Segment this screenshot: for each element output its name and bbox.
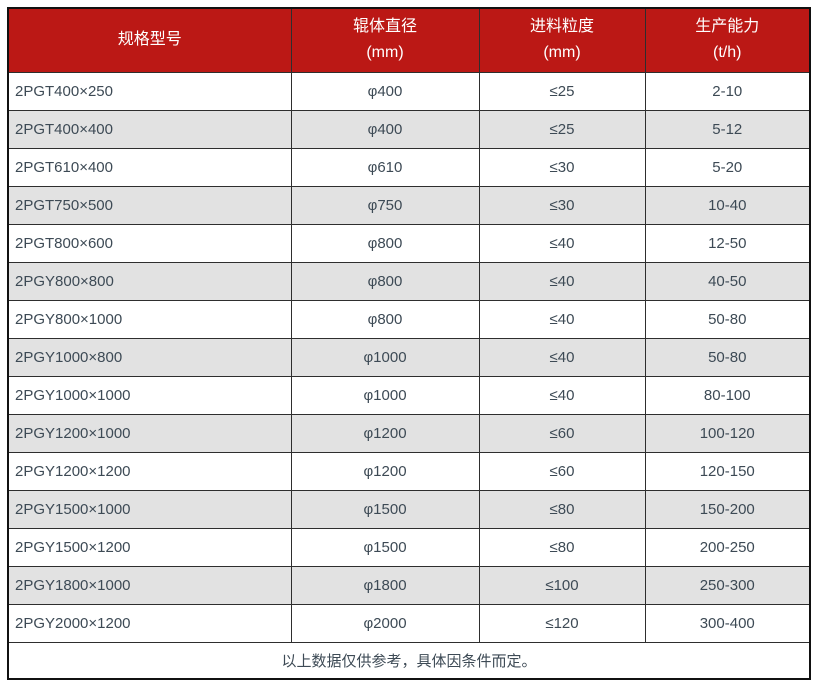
cell-diameter: φ800 — [290, 261, 480, 301]
cell-model: 2PGY2000×1200 — [7, 603, 292, 643]
table-row: 2PGT750×500 φ750 ≤30 10-40 — [7, 185, 811, 225]
col-header-diameter-unit: (mm) — [366, 44, 404, 62]
col-header-capacity-unit: (t/h) — [713, 44, 742, 62]
cell-capacity: 50-80 — [644, 337, 811, 377]
header-row: 规格型号 辊体直径 (mm) 进料粒度 (mm) 生产能力 (t/h) — [7, 7, 811, 73]
cell-feed-size: ≤80 — [478, 489, 646, 529]
cell-capacity: 300-400 — [644, 603, 811, 643]
cell-feed-size: ≤40 — [478, 299, 646, 339]
cell-model: 2PGT400×400 — [7, 109, 292, 149]
cell-capacity: 100-120 — [644, 413, 811, 453]
table-body: 2PGT400×250 φ400 ≤25 2-10 2PGT400×400 φ4… — [7, 71, 811, 643]
cell-feed-size: ≤40 — [478, 223, 646, 263]
cell-feed-size: ≤40 — [478, 375, 646, 415]
cell-feed-size: ≤60 — [478, 451, 646, 491]
cell-feed-size: ≤40 — [478, 337, 646, 377]
table-row: 2PGY1200×1200 φ1200 ≤60 120-150 — [7, 451, 811, 491]
cell-diameter: φ1800 — [290, 565, 480, 605]
col-header-diameter-title: 辊体直径 — [352, 18, 417, 36]
table-row: 2PGY800×1000 φ800 ≤40 50-80 — [7, 299, 811, 339]
table-row: 2PGT400×400 φ400 ≤25 5-12 — [7, 109, 811, 149]
cell-model: 2PGY1000×800 — [7, 337, 292, 377]
table-row: 2PGY1200×1000 φ1200 ≤60 100-120 — [7, 413, 811, 453]
col-header-model: 规格型号 — [7, 7, 292, 73]
table-row: 2PGY1500×1000 φ1500 ≤80 150-200 — [7, 489, 811, 529]
cell-feed-size: ≤25 — [478, 71, 646, 111]
table-row: 2PGT610×400 φ610 ≤30 5-20 — [7, 147, 811, 187]
cell-model: 2PGY1000×1000 — [7, 375, 292, 415]
cell-model: 2PGT800×600 — [7, 223, 292, 263]
cell-capacity: 250-300 — [644, 565, 811, 605]
cell-capacity: 50-80 — [644, 299, 811, 339]
table-row: 2PGY1000×800 φ1000 ≤40 50-80 — [7, 337, 811, 377]
cell-model: 2PGY1500×1200 — [7, 527, 292, 567]
cell-diameter: φ1000 — [290, 337, 480, 377]
table-footer: 以上数据仅供参考，具体因条件而定。 — [7, 641, 811, 680]
col-header-capacity-title: 生产能力 — [695, 18, 760, 36]
cell-feed-size: ≤80 — [478, 527, 646, 567]
cell-diameter: φ1200 — [290, 451, 480, 491]
table-header: 规格型号 辊体直径 (mm) 进料粒度 (mm) 生产能力 (t/h) — [7, 7, 811, 73]
cell-feed-size: ≤120 — [478, 603, 646, 643]
table-row: 2PGY1000×1000 φ1000 ≤40 80-100 — [7, 375, 811, 415]
cell-diameter: φ1200 — [290, 413, 480, 453]
table-row: 2PGY2000×1200 φ2000 ≤120 300-400 — [7, 603, 811, 643]
cell-capacity: 12-50 — [644, 223, 811, 263]
cell-capacity: 40-50 — [644, 261, 811, 301]
cell-diameter: φ1500 — [290, 527, 480, 567]
cell-capacity: 10-40 — [644, 185, 811, 225]
cell-model: 2PGT610×400 — [7, 147, 292, 187]
cell-feed-size: ≤100 — [478, 565, 646, 605]
table-row: 2PGY1800×1000 φ1800 ≤100 250-300 — [7, 565, 811, 605]
cell-model: 2PGY1500×1000 — [7, 489, 292, 529]
col-header-feed-size-unit: (mm) — [543, 44, 581, 62]
cell-model: 2PGY1200×1000 — [7, 413, 292, 453]
cell-feed-size: ≤25 — [478, 109, 646, 149]
cell-capacity: 5-12 — [644, 109, 811, 149]
col-header-diameter: 辊体直径 (mm) — [290, 7, 480, 73]
cell-feed-size: ≤60 — [478, 413, 646, 453]
table-row: 2PGY1500×1200 φ1500 ≤80 200-250 — [7, 527, 811, 567]
cell-model: 2PGY800×800 — [7, 261, 292, 301]
cell-diameter: φ1000 — [290, 375, 480, 415]
cell-diameter: φ400 — [290, 109, 480, 149]
table-row: 2PGY800×800 φ800 ≤40 40-50 — [7, 261, 811, 301]
cell-capacity: 2-10 — [644, 71, 811, 111]
col-header-capacity: 生产能力 (t/h) — [644, 7, 811, 73]
table-row: 2PGT400×250 φ400 ≤25 2-10 — [7, 71, 811, 111]
cell-model: 2PGY1200×1200 — [7, 451, 292, 491]
cell-model: 2PGY1800×1000 — [7, 565, 292, 605]
cell-model: 2PGY800×1000 — [7, 299, 292, 339]
cell-diameter: φ800 — [290, 223, 480, 263]
cell-diameter: φ2000 — [290, 603, 480, 643]
cell-diameter: φ750 — [290, 185, 480, 225]
table-row: 2PGT800×600 φ800 ≤40 12-50 — [7, 223, 811, 263]
spec-table: 规格型号 辊体直径 (mm) 进料粒度 (mm) 生产能力 (t/h) 2PGT… — [7, 7, 811, 680]
cell-feed-size: ≤40 — [478, 261, 646, 301]
cell-capacity: 80-100 — [644, 375, 811, 415]
cell-feed-size: ≤30 — [478, 147, 646, 187]
cell-capacity: 120-150 — [644, 451, 811, 491]
col-header-feed-size: 进料粒度 (mm) — [478, 7, 646, 73]
cell-diameter: φ1500 — [290, 489, 480, 529]
cell-model: 2PGT400×250 — [7, 71, 292, 111]
footer-row: 以上数据仅供参考，具体因条件而定。 — [7, 641, 811, 680]
cell-diameter: φ610 — [290, 147, 480, 187]
cell-capacity: 5-20 — [644, 147, 811, 187]
cell-model: 2PGT750×500 — [7, 185, 292, 225]
cell-capacity: 200-250 — [644, 527, 811, 567]
cell-diameter: φ800 — [290, 299, 480, 339]
col-header-model-title: 规格型号 — [117, 31, 182, 49]
cell-diameter: φ400 — [290, 71, 480, 111]
cell-capacity: 150-200 — [644, 489, 811, 529]
col-header-feed-size-title: 进料粒度 — [529, 18, 594, 36]
table-footnote: 以上数据仅供参考，具体因条件而定。 — [7, 641, 811, 680]
cell-feed-size: ≤30 — [478, 185, 646, 225]
